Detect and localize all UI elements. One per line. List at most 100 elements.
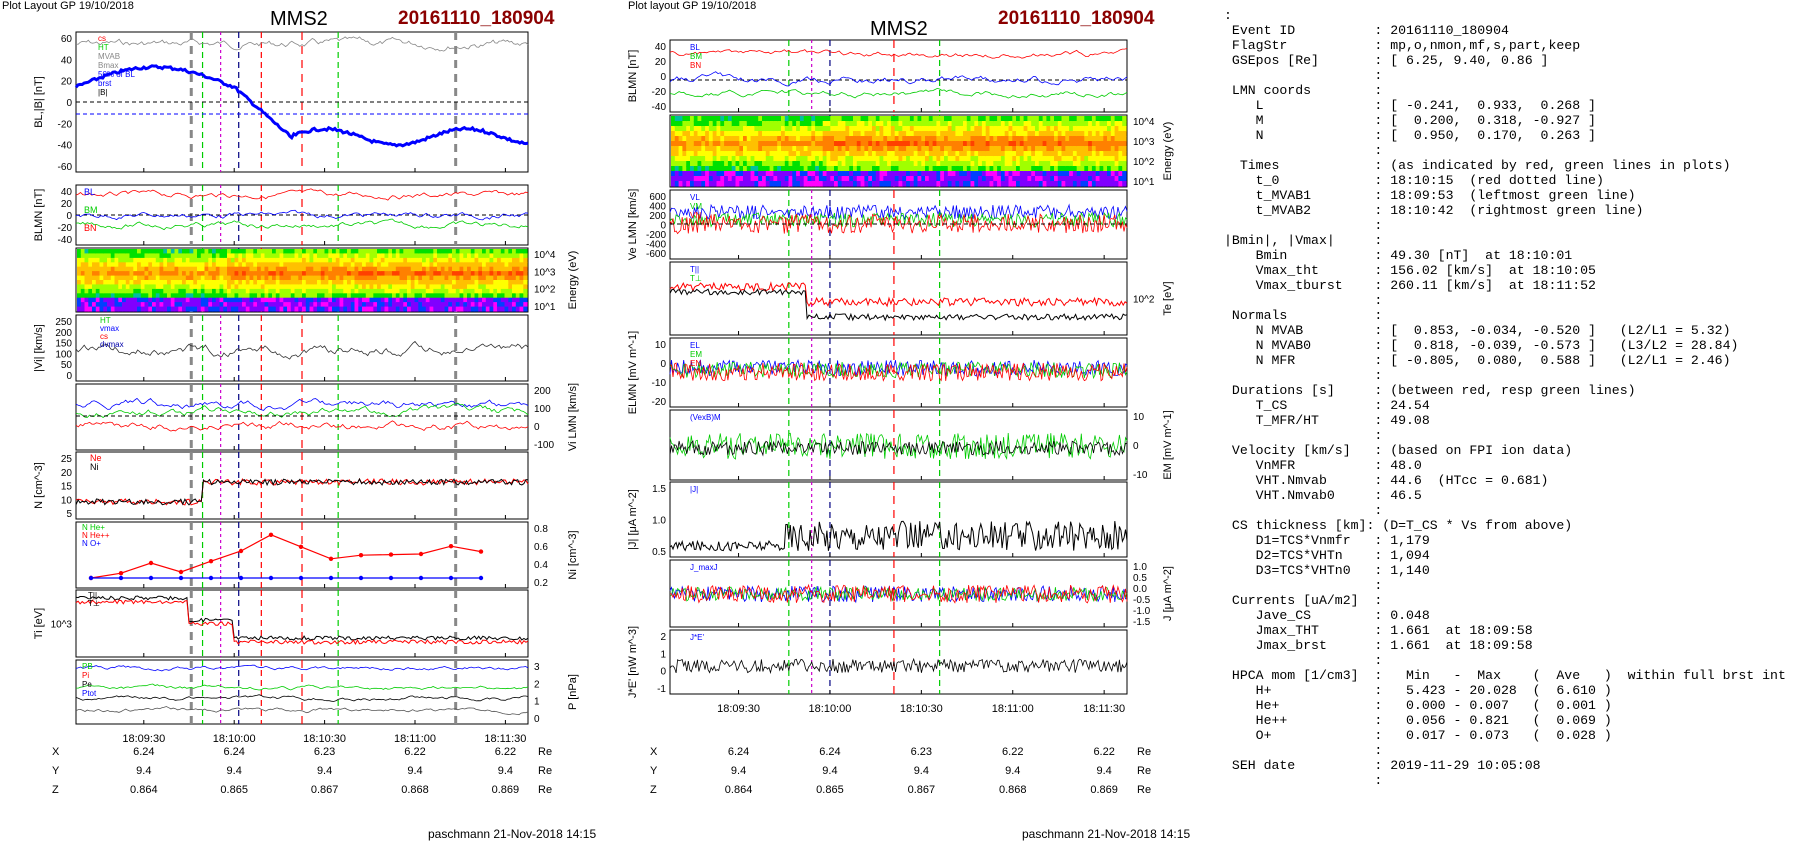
mid-electron-spectrogram: [671, 116, 1127, 187]
left-coord-value: 9.4: [136, 765, 151, 777]
mid-je-trace: [669, 657, 1128, 675]
left-o-plus-point: [238, 575, 244, 581]
mid-coord-axis-label: Y: [650, 765, 658, 777]
left-o-plus-point: [118, 575, 124, 581]
mid-y-tick-label: -400: [646, 240, 666, 251]
left-bn-lmn-trace: [75, 218, 529, 231]
mid-bl-trace: [669, 48, 1128, 59]
left-y-tick-label: 15: [61, 482, 73, 493]
left-ptot-trace: [75, 706, 529, 716]
mid-bm-trace: [669, 71, 1128, 87]
left-legend-entry: 50% of BL: [98, 70, 135, 79]
mid-y-tick-label: -10: [1133, 470, 1148, 481]
left-y-axis-label: BL,|B| [nT]: [33, 76, 45, 128]
left-y-tick-label: 40: [61, 55, 73, 66]
mid-series-label: VN: [690, 211, 701, 220]
left-coord-value: 6.24: [223, 746, 244, 758]
mid-y-axis-label: EM [mV m^-1]: [1162, 410, 1174, 479]
left-coord-value: 6.22: [495, 746, 516, 758]
mid-coord-value: 0.867: [908, 784, 936, 796]
mid-series-label: T⊥: [690, 274, 702, 283]
left-legend-entry: Bmax: [98, 61, 118, 70]
left-y-tick-label: 40: [61, 187, 73, 198]
left-y-tick-label: 1: [534, 697, 540, 708]
left-pe-trace: [75, 694, 529, 702]
left-coord-value: 6.23: [314, 746, 335, 758]
mid-vl-trace: [669, 203, 1128, 221]
left-y-axis-label: Ti [eV]: [33, 608, 45, 639]
left-o-plus-point: [208, 575, 214, 581]
left-y-tick-label: 0: [66, 211, 72, 222]
left-y-tick-label: 10: [61, 495, 73, 506]
left-y-tick-label: 0.8: [534, 524, 548, 535]
mid-coord-value: 6.24: [728, 746, 749, 758]
left-y-tick-label: 10^2: [534, 285, 556, 296]
mid-coord-unit: Re: [1137, 765, 1151, 777]
left-coord-value: 6.24: [133, 746, 154, 758]
left-legend-entry: HT: [100, 316, 111, 325]
left-coord-value: 0.865: [220, 784, 248, 796]
left-y-axis-label: Ni [cm^-3]: [567, 530, 579, 579]
left-y-tick-label: 150: [55, 339, 72, 350]
left-series-label: PB: [82, 662, 93, 671]
mid-series-label: |J|: [690, 485, 698, 494]
left-y-tick-label: -40: [58, 235, 73, 246]
left-y-axis-label: P [nPa]: [567, 674, 579, 710]
mid-y-axis-label: BLMN [nT]: [627, 50, 639, 103]
mid-y-axis-label: ELMN [mV m^-1]: [627, 331, 639, 414]
left-coord-axis-label: Y: [52, 765, 60, 777]
mid-y-tick-label: 0: [660, 72, 666, 83]
left-he-pp-point: [388, 552, 394, 557]
left-y-tick-label: 5: [66, 509, 72, 520]
mid-y-tick-label: 0: [660, 221, 666, 232]
left-time-tick-label: 18:11:30: [484, 733, 526, 745]
left-y-tick-label: 0.4: [534, 560, 548, 571]
mid-y-axis-label: Te [eV]: [1162, 281, 1174, 315]
left-y-tick-label: 100: [534, 404, 551, 415]
mid-y-tick-label: -1.0: [1133, 606, 1151, 617]
left-coord-value: 9.4: [498, 765, 513, 777]
mid-coord-axis-label: Z: [650, 784, 657, 796]
mid-y-axis-label: J [μA m^-2]: [1162, 566, 1174, 621]
left-vi-trace: [75, 340, 529, 360]
mid-y-tick-label: -10: [652, 378, 667, 389]
left-event-id: 20161110_180904: [398, 8, 555, 29]
left-he-pp-point: [448, 544, 454, 549]
mid-y-tick-label: 10^4: [1133, 117, 1155, 128]
left-legend-entry: N O+: [82, 539, 101, 548]
left-he-pp-point: [208, 559, 214, 564]
mid-bn-trace: [669, 87, 1128, 99]
mid-coord-value: 9.4: [1005, 765, 1020, 777]
mid-y-tick-label: 400: [649, 202, 666, 213]
left-y-tick-label: 20: [61, 468, 73, 479]
left-header: Plot Layout GP 19/10/2018: [2, 0, 134, 12]
mid-em-trace: [669, 360, 1128, 380]
mid-y-tick-label: 2: [660, 632, 666, 643]
mid-y-tick-label: -1: [657, 684, 666, 695]
mid-panel-frame: [669, 39, 1128, 113]
left-legend-entry: HT: [98, 43, 109, 52]
left-legend-entry: N He+: [82, 523, 105, 532]
left-he-pp-point: [358, 553, 364, 558]
left-o-plus-point: [448, 575, 454, 581]
left-coord-value: 9.4: [407, 765, 422, 777]
left-legend-entry: MVAB: [98, 52, 120, 61]
left-legend-entry: N He++: [82, 531, 110, 540]
left-time-tick-label: 18:11:00: [394, 733, 436, 745]
left-y-tick-label: -20: [58, 223, 73, 234]
mid-y-tick-label: -20: [652, 87, 667, 98]
left-bl-trace: [74, 64, 529, 148]
left-y-axis-label: |Vi| [km/s]: [33, 324, 45, 372]
mid-coord-value: 6.24: [819, 746, 840, 758]
left-legend-entry: dvmax: [100, 340, 124, 349]
left-o-plus-point: [328, 575, 334, 581]
left-time-tick-label: 18:10:30: [303, 733, 346, 745]
left-series-label: Ptot: [82, 689, 97, 698]
mid-coord-value: 9.4: [822, 765, 837, 777]
left-y-tick-label: -20: [58, 119, 73, 130]
left-ion-spectrogram: [77, 249, 528, 312]
mid-coord-value: 9.4: [1097, 765, 1112, 777]
left-coord-unit: Re: [538, 784, 552, 796]
left-t-par-trace: [75, 595, 529, 641]
left-y-tick-label: 50: [61, 360, 73, 371]
